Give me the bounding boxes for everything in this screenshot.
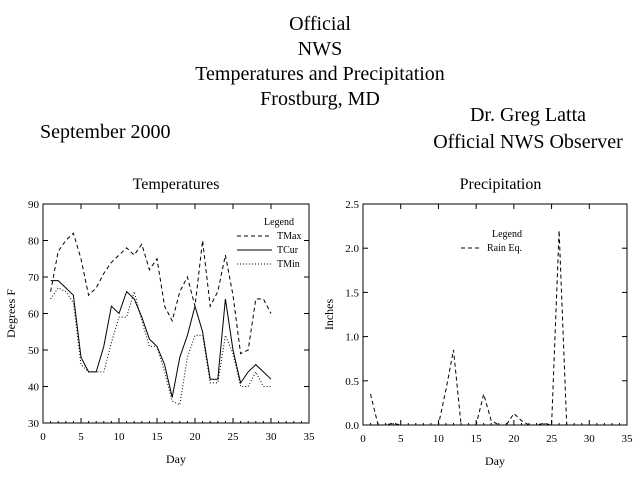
precip-y-tick-label: 1.0 [345,332,359,344]
precip-x-tick-label: 35 [622,433,634,445]
precip-chart: 0 5 10 15 20 25 30 35 0.0 0.5 1.0 1.5 2.0 2.5 Day Inche… [322,199,633,468]
precip-y-tick-label: 2.5 [345,199,359,211]
temp-x-tick-label: 10 [114,431,126,443]
temp-y-tick-label: 30 [28,418,40,430]
precip-x-tick-label: 25 [546,433,558,445]
temp-series-tmax [50,232,272,355]
temp-y-tick-label: 80 [28,236,40,248]
precip-x-axis-label: Day [485,454,505,468]
precip-x-tick-label: 10 [433,433,445,445]
temp-y-tick-label: 50 [28,345,40,357]
temp-x-axis-label: Day [166,452,186,466]
precip-y-tick-label: 0.0 [345,420,359,432]
temp-legend-title: Legend [264,217,294,228]
precip-x-tick-label: 15 [471,433,483,445]
temp-y-tick-label: 90 [28,199,40,211]
observer-role: Official NWS Observer [433,131,623,153]
precip-plot-frame [362,203,628,426]
temp-x-tick-label: 5 [78,431,84,443]
temp-legend-label: TCur [277,245,299,256]
precipitation-chart-title: Precipitation [459,176,542,193]
precip-y-axis-label: Inches [322,299,336,331]
title-line-1: Official [289,13,351,35]
temp-x-tick-label: 35 [304,431,316,443]
observer-name: Dr. Greg Latta [469,104,587,126]
precip-series-rain-eq [370,230,590,426]
temp-x-tick-label: 0 [40,431,46,443]
temp-x-tick-label: 15 [152,431,164,443]
precip-y-tick-label: 2.0 [345,243,359,255]
temp-legend-label: TMax [277,231,301,242]
temp-y-axis-label: Degrees F [4,289,18,338]
precip-legend-label: Rain Eq. [487,243,522,254]
precip-x-tick-label: 30 [584,433,596,445]
precip-x-tick-label: 5 [398,433,404,445]
temperatures-chart-title: Temperatures [132,176,220,193]
temp-plot-frame [42,203,310,424]
temp-x-tick-label: 25 [228,431,240,443]
precip-y-tick-label: 0.5 [345,376,359,388]
precip-x-tick-label: 20 [508,433,520,445]
temp-y-tick-label: 70 [28,272,40,284]
temp-y-tick-label: 40 [28,382,40,394]
temp-y-tick-label: 60 [28,309,40,321]
temp-legend-label: TMin [277,259,300,270]
title-line-3: Temperatures and Precipitation [195,63,445,85]
title-line-2: NWS [297,38,343,60]
temp-x-tick-label: 30 [266,431,278,443]
temp-x-tick-label: 20 [190,431,202,443]
title-line-4: Frostburg, MD [260,88,380,110]
precip-legend-title: Legend [492,229,522,240]
precip-x-tick-label: 0 [360,433,366,445]
report-month: September 2000 [40,121,171,143]
temp-chart: 0 5 10 15 20 25 30 35 30 40 50 60 70 80 90 Day Degrees F… [4,199,315,466]
temp-series-tcur [50,280,272,398]
precip-y-tick-label: 1.5 [345,287,359,299]
temp-series-tmin [50,287,271,406]
